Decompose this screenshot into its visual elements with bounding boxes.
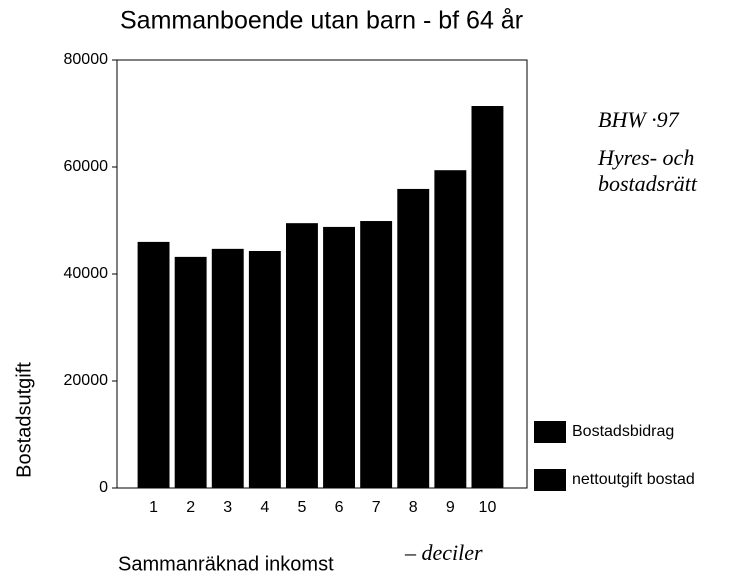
chart-title: Sammanboende utan barn - bf 64 år bbox=[120, 7, 523, 35]
y-tick-label: 80000 bbox=[64, 51, 109, 68]
y-tick-label: 0 bbox=[99, 479, 108, 496]
legend-label: nettoutgift bostad bbox=[572, 471, 695, 488]
y-tick-label: 20000 bbox=[64, 372, 109, 389]
x-tick-label: 2 bbox=[186, 499, 195, 516]
x-tick-label: 3 bbox=[223, 499, 232, 516]
bar bbox=[174, 256, 207, 488]
legend-label: Bostadsbidrag bbox=[572, 423, 674, 440]
bar bbox=[323, 226, 356, 489]
legend-swatch bbox=[534, 421, 566, 443]
annotation: Hyres- och bbox=[597, 145, 694, 170]
x-tick-label: 8 bbox=[409, 499, 418, 516]
bar bbox=[137, 241, 170, 488]
x-tick-label: 7 bbox=[372, 499, 381, 516]
bar bbox=[471, 106, 504, 488]
bar bbox=[248, 250, 281, 488]
bar bbox=[434, 170, 467, 488]
x-tick-label: 10 bbox=[479, 499, 497, 516]
annotation: – deciler bbox=[404, 540, 483, 565]
x-tick-label: 5 bbox=[297, 499, 306, 516]
y-axis-label: Bostadsutgift bbox=[13, 362, 35, 478]
x-axis-label: Sammanräknad inkomst bbox=[118, 553, 334, 575]
bar bbox=[397, 188, 430, 488]
x-tick-label: 6 bbox=[335, 499, 344, 516]
x-tick-label: 1 bbox=[149, 499, 158, 516]
bar bbox=[360, 221, 393, 488]
annotation: bostadsrätt bbox=[598, 171, 698, 196]
y-tick-label: 40000 bbox=[64, 265, 109, 282]
annotation: BHW ·97 bbox=[598, 107, 680, 132]
legend-swatch bbox=[534, 469, 566, 491]
x-tick-label: 4 bbox=[260, 499, 269, 516]
x-tick-label: 9 bbox=[446, 499, 455, 516]
bar bbox=[285, 223, 318, 489]
y-tick-label: 60000 bbox=[64, 158, 109, 175]
bar bbox=[211, 248, 244, 488]
